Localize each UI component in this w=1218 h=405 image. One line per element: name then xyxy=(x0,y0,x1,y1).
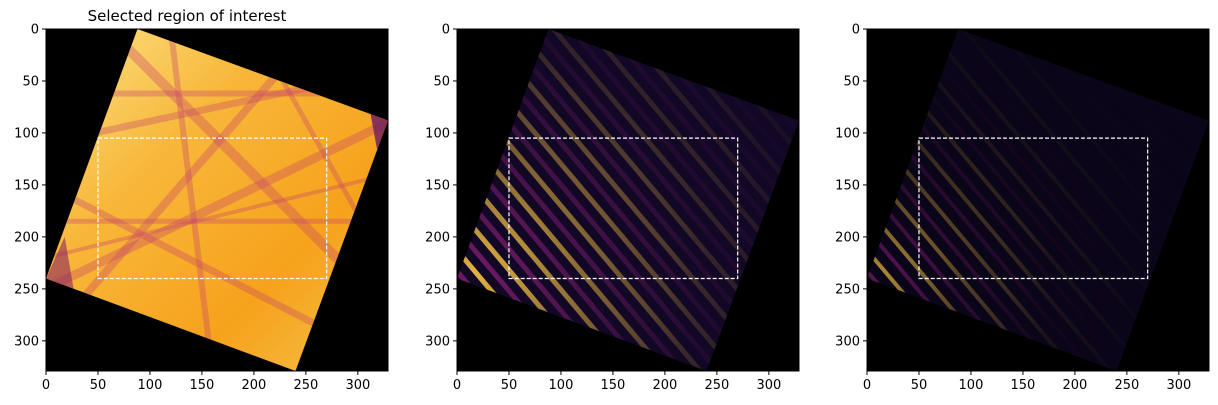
x-tick-label: 300 xyxy=(345,378,370,393)
y-axis-ticks: 0 50 100 150 200 250 300 xyxy=(14,23,46,349)
y-tick-label: 250 xyxy=(14,282,39,297)
y-axis-ticks: 0 50 100 150 200 250 300 xyxy=(835,23,867,349)
x-tick-label: 50 xyxy=(90,378,107,393)
x-tick-label: 50 xyxy=(911,378,928,393)
y-tick-label: 100 xyxy=(14,126,39,141)
roi-rectangle xyxy=(508,137,739,280)
axes-frame xyxy=(866,28,1210,372)
y-tick-label: 0 xyxy=(852,23,860,38)
y-tick-label: 250 xyxy=(425,282,450,297)
y-tick-label: 50 xyxy=(843,74,860,89)
panel-title: Selected region of interest xyxy=(88,7,287,25)
y-tick-label: 150 xyxy=(835,178,860,193)
x-tick-label: 150 xyxy=(1011,378,1036,393)
x-tick-label: 0 xyxy=(863,378,871,393)
x-tick-label: 300 xyxy=(756,378,781,393)
y-tick-label: 300 xyxy=(14,334,39,349)
panel-1: Selected region of interest 0 50 100 150 200 2… xyxy=(14,7,389,393)
x-tick-label: 100 xyxy=(549,378,574,393)
y-tick-label: 150 xyxy=(425,178,450,193)
x-axis-ticks: 0 50 100 150 200 250 300 xyxy=(453,371,781,393)
x-tick-label: 150 xyxy=(601,378,626,393)
y-tick-label: 150 xyxy=(14,178,39,193)
x-tick-label: 200 xyxy=(241,378,266,393)
y-axis-ticks: 0 50 100 150 200 250 300 xyxy=(425,23,457,349)
y-tick-label: 200 xyxy=(835,230,860,245)
x-tick-label: 200 xyxy=(1062,378,1087,393)
panel-2: 0 50 100 150 200 250 300 0 50 100 150 200 250 300 xyxy=(425,23,800,393)
x-axis-ticks: 0 50 100 150 200 250 300 xyxy=(863,371,1191,393)
y-tick-label: 0 xyxy=(442,23,450,38)
pattern-square xyxy=(46,29,388,371)
y-tick-label: 100 xyxy=(425,126,450,141)
y-tick-label: 250 xyxy=(835,282,860,297)
x-tick-label: 50 xyxy=(501,378,518,393)
x-tick-label: 100 xyxy=(138,378,163,393)
image-content xyxy=(46,29,388,371)
panel-3: 0 50 100 150 200 250 300 0 50 100 150 200 250 300 xyxy=(835,23,1210,393)
axes-frame xyxy=(456,28,800,372)
x-tick-label: 300 xyxy=(1166,378,1191,393)
x-tick-label: 150 xyxy=(190,378,215,393)
roi-rectangle xyxy=(97,137,328,280)
y-tick-label: 100 xyxy=(835,126,860,141)
y-tick-label: 300 xyxy=(835,334,860,349)
x-tick-label: 250 xyxy=(704,378,729,393)
x-tick-label: 0 xyxy=(453,378,461,393)
y-tick-label: 300 xyxy=(425,334,450,349)
x-tick-label: 250 xyxy=(1114,378,1139,393)
x-tick-label: 100 xyxy=(959,378,984,393)
x-tick-label: 200 xyxy=(652,378,677,393)
y-tick-label: 50 xyxy=(22,74,39,89)
y-tick-label: 0 xyxy=(31,23,39,38)
x-tick-label: 250 xyxy=(293,378,318,393)
y-tick-label: 200 xyxy=(425,230,450,245)
x-axis-ticks: 0 50 100 150 200 250 300 xyxy=(42,371,370,393)
roi-rectangle xyxy=(918,137,1149,280)
y-tick-label: 200 xyxy=(14,230,39,245)
x-tick-label: 0 xyxy=(42,378,50,393)
axes-frame xyxy=(45,28,389,372)
y-tick-label: 50 xyxy=(433,74,450,89)
